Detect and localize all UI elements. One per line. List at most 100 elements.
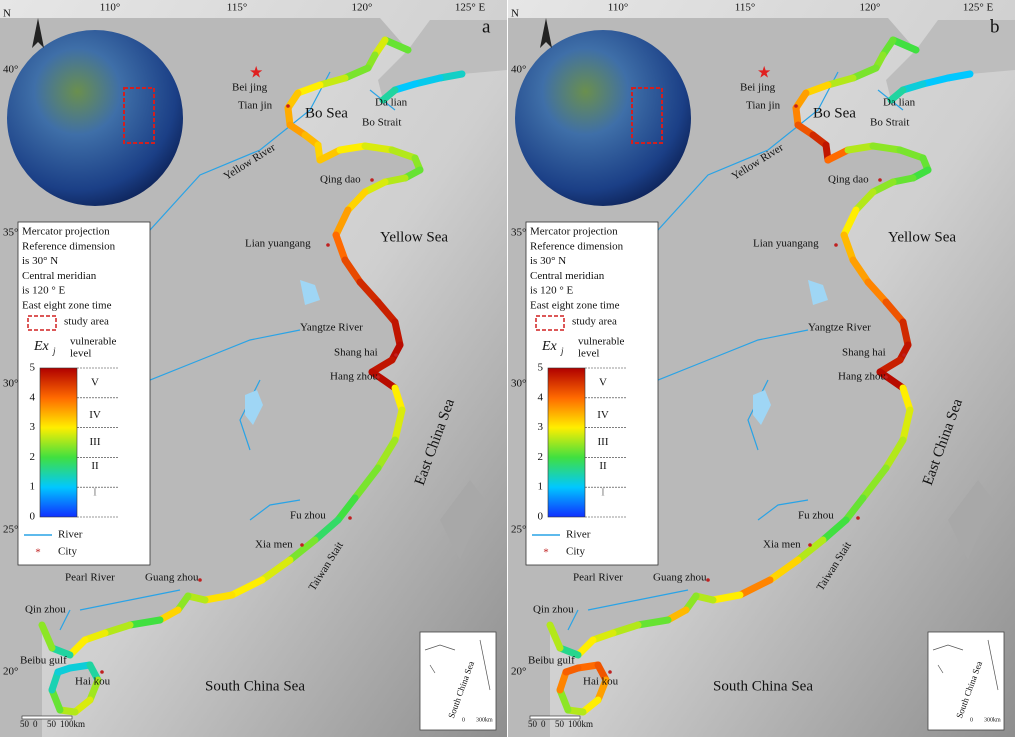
place-label: Pearl River (65, 572, 115, 584)
legend-study-area (27, 315, 57, 331)
coast-segment (316, 74, 349, 89)
city-dot (370, 178, 374, 182)
map-panel: 110° 115° 120° 125° E 40° 35° 30° 25° 20° Na Bei j… (0, 0, 507, 737)
coast-segment (356, 278, 382, 306)
legend-text: is 120 ° E (22, 285, 65, 297)
legend-text: East eight zone time (22, 300, 112, 312)
coast-segment (709, 591, 744, 604)
scale-bar (21, 715, 73, 720)
legend-text: level (70, 348, 91, 360)
legend-index-sub: j (560, 346, 564, 356)
legend-city-mark: * (35, 547, 41, 559)
north-arrow-shape (540, 18, 552, 48)
coast-segment (388, 146, 419, 162)
place-label: Qing dao (320, 174, 361, 186)
legend-text: vulnerable (70, 336, 117, 348)
coast-segment (368, 356, 396, 376)
inset-scale: 300km (476, 717, 493, 723)
panel-label: b (990, 16, 1000, 37)
latitude-label: 25° (3, 524, 18, 536)
place-label: Pearl River (573, 572, 623, 584)
longitude-label: 115° (227, 2, 248, 14)
longitude-label: 125° E (963, 2, 994, 14)
coast-segment (344, 188, 369, 214)
coast-segment (351, 464, 382, 502)
latitude-label: 25° (511, 524, 526, 536)
latitude-label: 30° (511, 378, 526, 390)
place-label: Hang zhou (838, 371, 886, 383)
panel-label: a (482, 16, 491, 37)
coast-segment (840, 231, 857, 264)
land (378, 20, 507, 100)
place-label: Xia men (255, 539, 293, 551)
coast-segment (852, 188, 877, 214)
longitude-label: 110° (608, 2, 629, 14)
coast-segment (899, 318, 912, 349)
scale-label: 50 (528, 719, 538, 729)
place-label: South China Sea (205, 678, 305, 694)
coast-segment (341, 256, 364, 286)
north-arrow: N (511, 8, 519, 20)
level-label: III (90, 436, 101, 448)
coast-segment (899, 384, 914, 414)
legend-index: Ex (541, 339, 558, 354)
coast-segment (201, 591, 236, 604)
latitude-label: 35° (511, 227, 526, 239)
colorbar-tick-label: 1 (30, 481, 36, 493)
coast-segment (361, 142, 396, 154)
coast-segment (286, 536, 319, 564)
legend-text: Reference dimension (530, 240, 624, 252)
latitude-label: 35° (3, 227, 18, 239)
place-label: Bo Sea (305, 105, 348, 121)
latitude-label: 20° (511, 666, 526, 678)
coast-segment (819, 516, 850, 544)
level-label: I (601, 487, 605, 499)
level-label: V (91, 376, 99, 388)
coast-segment (381, 36, 412, 54)
legend-index-sub: j (52, 346, 56, 356)
capital-star: ★ (249, 65, 263, 82)
city-dot (394, 353, 398, 357)
legend-text: City (566, 546, 585, 558)
level-label: I (93, 487, 97, 499)
study-area-box (123, 87, 155, 144)
legend-text: study area (64, 316, 109, 328)
city-dot (326, 243, 330, 247)
legend-text: Mercator projection (22, 226, 110, 238)
coast-segment (876, 356, 904, 376)
coast-segment (556, 686, 572, 714)
colorbar-tick-label: 2 (538, 451, 544, 463)
colorbar-tick-label: 2 (30, 451, 36, 463)
scale-label: 100km (60, 719, 85, 729)
longitude-label: 120° (352, 2, 373, 14)
coast-segment (294, 81, 324, 97)
coast-segment (824, 146, 852, 164)
coast-segment (126, 616, 164, 629)
taiwan (948, 480, 993, 560)
place-label: Lian yuangang (753, 238, 819, 250)
colorbar-tick-label: 0 (538, 511, 544, 523)
globe (7, 30, 183, 206)
city-dot (884, 375, 888, 379)
place-label: Da lian (375, 97, 408, 109)
place-label: Bo Strait (362, 117, 401, 129)
coast-segment (594, 676, 610, 704)
city-dot (348, 516, 352, 520)
colorbar (39, 367, 78, 518)
longitude-label: 125° E (455, 2, 486, 14)
coast-segment (869, 178, 897, 196)
river (79, 589, 181, 611)
river (249, 499, 301, 521)
study-area-box (631, 87, 663, 144)
level-label: III (598, 436, 609, 448)
coast-segment (379, 86, 399, 104)
coast-segment (562, 664, 582, 676)
coast-segment (48, 686, 64, 714)
coast-segment (609, 621, 642, 637)
place-label: Bo Strait (870, 117, 909, 129)
coast-segment (882, 298, 907, 326)
place-label: Hai kou (75, 676, 111, 688)
place-label: Hang zhou (330, 371, 378, 383)
coast-segment (849, 64, 880, 82)
coast-segment (368, 368, 399, 392)
